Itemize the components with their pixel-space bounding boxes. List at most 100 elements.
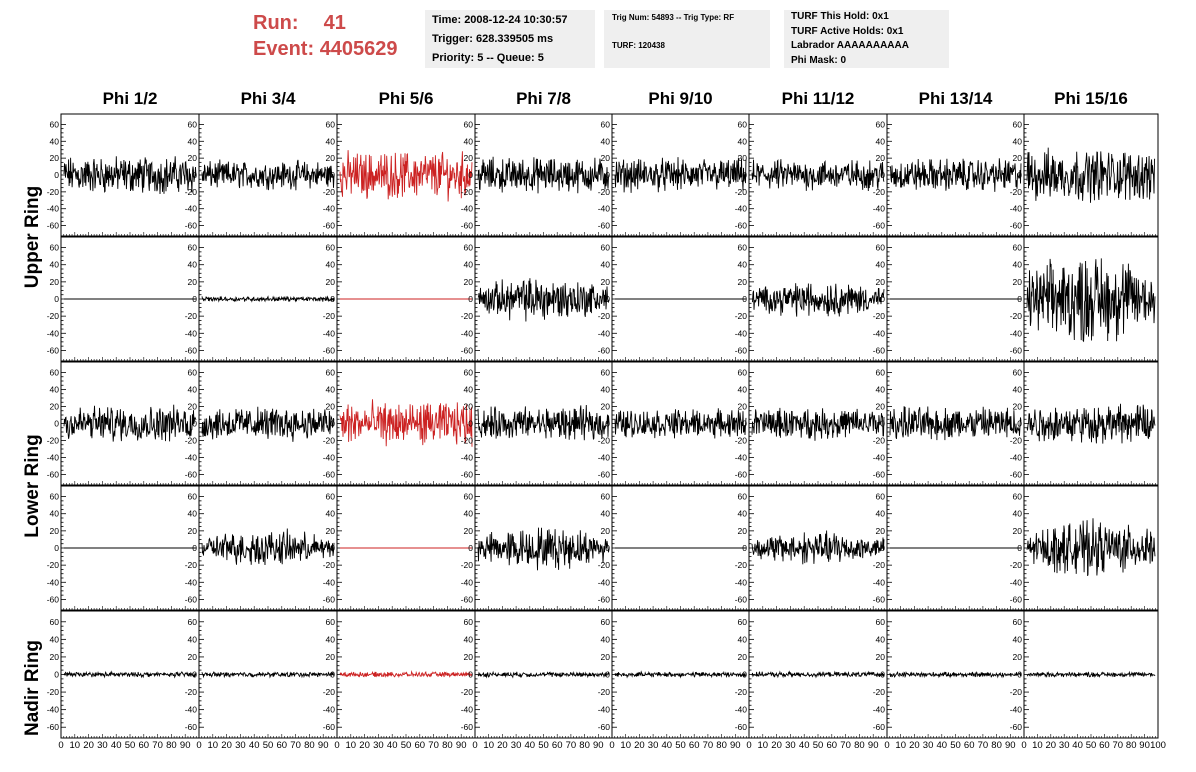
waveform-trace [63, 156, 197, 195]
waveform-trace [751, 407, 885, 441]
y-tick-label: 0 [54, 419, 59, 429]
waveform-trace [339, 150, 473, 202]
waveform-panel: 60 40 20 0 -20 -40 -60 [185, 236, 338, 362]
trig-num-text: Trig Num: 54893 -- Trig Type: RF [612, 13, 735, 22]
y-tick-label: -40 [323, 204, 336, 214]
x-axis-tick-layer: 0 10 20 30 40 50 60 70 80 90 0 10 20 30 40 50 60 70 80 90 0 1… [58, 740, 1166, 751]
waveform-panel: 60 40 20 0 -20 -40 -60 [598, 113, 750, 237]
x-tick-label: 10 [346, 740, 357, 751]
y-tick-label: 60 [326, 119, 336, 129]
y-tick-label: 0 [1017, 543, 1022, 553]
x-tick-label: 70 [566, 740, 577, 751]
waveform-panel: 60 40 20 0 -20 -40 -60 [47, 236, 200, 362]
y-tick-label: -60 [735, 221, 748, 231]
x-tick-label: 70 [1113, 740, 1124, 751]
y-tick-label: -60 [185, 722, 198, 732]
panel-layer: 60 40 20 0 -20 -40 -60 60 40 20 0 -20 -40 -60 60 40 20 0 -… [47, 113, 1159, 739]
y-tick-label: -40 [873, 453, 886, 463]
y-tick-label: -60 [461, 722, 474, 732]
x-tick-label: 70 [428, 740, 439, 751]
waveform-panel: 60 40 20 0 -20 -40 -60 [323, 113, 476, 237]
y-tick-label: 20 [738, 526, 748, 536]
y-tick-label: -40 [461, 204, 474, 214]
y-tick-label: 0 [330, 543, 335, 553]
y-tick-label: -40 [323, 577, 336, 587]
x-tick-label: 50 [125, 740, 136, 751]
y-tick-label: 40 [50, 136, 60, 146]
y-tick-label: 60 [188, 119, 198, 129]
y-tick-label: 40 [601, 385, 611, 395]
y-tick-label: 60 [326, 492, 336, 502]
ring-label: Lower Ring [22, 434, 43, 537]
y-tick-label: 20 [464, 277, 474, 287]
x-tick-label: 90 [180, 740, 191, 751]
waveform-trace [201, 406, 335, 442]
ring-label: Nadir Ring [22, 640, 43, 736]
waveform-panel: 60 40 20 0 -20 -40 -60 [735, 485, 888, 611]
y-tick-label: 60 [464, 617, 474, 627]
y-tick-label: -40 [873, 204, 886, 214]
waveform-trace [339, 399, 473, 447]
y-tick-label: 20 [876, 277, 886, 287]
y-tick-label: -60 [598, 470, 611, 480]
y-tick-label: 20 [188, 526, 198, 536]
waveform-panel: 60 40 20 0 -20 -40 -60 [735, 610, 888, 739]
y-tick-label: -60 [323, 594, 336, 604]
run-label: Run: [253, 12, 299, 34]
x-tick-label: 10 [70, 740, 81, 751]
y-tick-label: -60 [873, 345, 886, 355]
waveform-panel: 60 40 20 0 -20 -40 -60 [1010, 113, 1159, 237]
y-tick-label: 20 [601, 153, 611, 163]
waveform-trace [201, 159, 335, 191]
y-tick-label: 60 [50, 368, 60, 378]
y-tick-label: -40 [1010, 577, 1023, 587]
waveform-panel: 60 40 20 0 -20 -40 -60 [47, 361, 200, 486]
waveform-panel: 60 40 20 0 -20 -40 -60 [461, 236, 613, 362]
y-tick-label: -60 [1010, 221, 1023, 231]
y-tick-label: -40 [873, 705, 886, 715]
y-tick-label: 0 [880, 543, 885, 553]
y-tick-label: 60 [876, 243, 886, 253]
waveform-panel: 60 40 20 0 -20 -40 -60 [185, 113, 338, 237]
x-tick-label: 30 [235, 740, 246, 751]
y-tick-label: 40 [464, 634, 474, 644]
y-tick-label: -60 [461, 221, 474, 231]
y-tick-label: -40 [1010, 204, 1023, 214]
waveform-panel: 60 40 20 0 -20 -40 -60 [323, 610, 476, 739]
y-tick-label: 20 [464, 526, 474, 536]
y-tick-label: 20 [876, 402, 886, 412]
x-tick-label: 50 [401, 740, 412, 751]
y-tick-label: 60 [188, 617, 198, 627]
waveform-panel: 60 40 20 0 -20 -40 -60 [1010, 485, 1159, 611]
y-tick-label: -60 [185, 221, 198, 231]
x-tick-label: 10 [620, 740, 631, 751]
turf-active-holds-text: TURF Active Holds: 0x1 [791, 25, 904, 37]
y-tick-label: -20 [47, 436, 60, 446]
y-tick-label: -40 [461, 328, 474, 338]
time-info-box: Time: 2008-12-24 10:30:57 Trigger: 628.3… [425, 10, 595, 68]
y-tick-label: 0 [605, 170, 610, 180]
y-tick-label: 20 [188, 153, 198, 163]
y-tick-label: 20 [1013, 277, 1023, 287]
x-tick-label: 10 [758, 740, 769, 751]
y-tick-label: 0 [1017, 419, 1022, 429]
y-tick-label: 20 [50, 526, 60, 536]
trigger-info-box: Trig Num: 54893 -- Trig Type: RF TURF: 1… [604, 10, 770, 68]
x-tick-label: 40 [111, 740, 122, 751]
y-tick-label: -60 [1010, 594, 1023, 604]
y-tick-label: -40 [1010, 328, 1023, 338]
y-tick-label: 40 [326, 509, 336, 519]
phi-label: Phi 3/4 [241, 89, 296, 108]
y-tick-label: -60 [323, 722, 336, 732]
waveform-trace [889, 158, 1022, 192]
x-tick-label: 40 [937, 740, 948, 751]
y-tick-label: 40 [1013, 260, 1023, 270]
y-tick-label: 40 [738, 634, 748, 644]
x-tick-label: 70 [840, 740, 851, 751]
y-tick-label: 20 [876, 153, 886, 163]
y-tick-label: -40 [47, 204, 60, 214]
y-tick-label: -40 [873, 328, 886, 338]
phi-label: Phi 1/2 [103, 89, 158, 108]
y-tick-label: -60 [323, 221, 336, 231]
